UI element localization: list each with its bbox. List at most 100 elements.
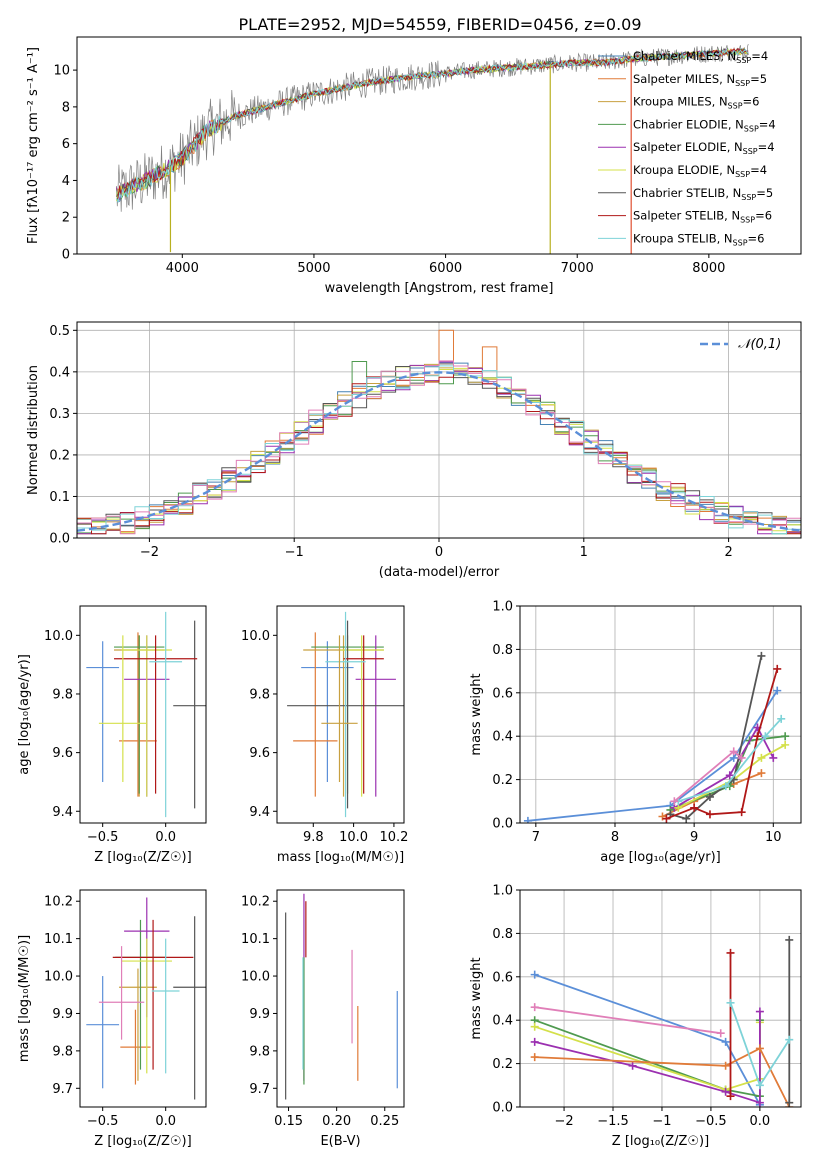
spectrum-frame: 4000 5000 6000 7000 8000 0 2 4 6 8 10 wavelength [A… <box>26 36 802 296</box>
spectrum-xtick-label: 5000 <box>297 261 330 276</box>
weight_vs_age-point-marker <box>670 797 679 806</box>
mass_vs_Z-ytick-label: 9.9 <box>52 1007 73 1022</box>
weight_vs_age-point-marker <box>753 732 762 741</box>
weight_vs_Z-ytick-label: 0.2 <box>492 1057 513 1072</box>
weight_vs_age-point-marker <box>705 792 714 801</box>
weight_vs_age-point-marker <box>757 753 766 762</box>
weight_vs_Z-point-marker <box>716 1029 725 1038</box>
weight_vs_age-point-marker <box>777 714 786 723</box>
residuals-xtick-label: −1 <box>285 545 304 560</box>
weight_vs_age-series-line <box>677 744 786 809</box>
mass_vs_EBV-xtick-label: 0.15 <box>274 1114 303 1129</box>
weight_vs_Z-point-marker <box>628 1061 637 1070</box>
mass_vs_EBV-xlabel: E(B-V) <box>320 1134 360 1149</box>
mass_vs_EBV-ytick-label: 9.8 <box>249 1044 270 1059</box>
spectrum-legend-label: Salpeter ELODIE, NSSP=4 <box>633 140 775 156</box>
weight_vs_Z-point-marker <box>721 1087 730 1096</box>
weight_vs_age-series-line <box>678 718 782 803</box>
spectrum-xtick-label: 7000 <box>561 261 594 276</box>
age_vs_mass-ytick-label: 9.6 <box>249 746 270 761</box>
residuals-plot <box>77 329 801 535</box>
spectrum-legend-label: Kroupa MILES, NSSP=6 <box>633 95 759 111</box>
weight_vs_Z-ytick-label: 0.4 <box>492 1014 513 1029</box>
age_vs_mass-spines <box>276 605 405 824</box>
weight_vs_age-series-line <box>666 668 779 820</box>
weight_vs_age-spines <box>519 605 802 824</box>
weight_vs_Z-frame: −2 −1.5 −1 −0.5 0.0 0.0 0.2 0.4 0.6 0.8 1.0 Z [log₁… <box>469 884 802 1149</box>
residuals-legend-label: 𝒩(0,1) <box>738 337 781 352</box>
weight_vs_age-ytick-label: 0.8 <box>492 643 513 658</box>
age_vs_mass-xtick-label: 9.8 <box>303 830 324 845</box>
weight_vs_age-series-line <box>673 725 775 809</box>
age_vs_mass-ytick-label: 9.8 <box>249 687 270 702</box>
age_vs_Z-ytick-label: 10.0 <box>44 629 73 644</box>
weight_vs_Z-point-marker <box>726 1092 735 1101</box>
age_vs_Z-frame: −0.5 0.0 9.4 9.6 9.8 10.0 Z [log₁₀(Z/Z☉)] age [… <box>17 605 207 865</box>
spectrum-ytick-label: 8 <box>62 100 70 115</box>
weight_vs_age-point-marker <box>773 686 782 695</box>
residuals-xlabel: (data-model)/error <box>379 565 500 580</box>
spectrum-legend-label: Kroupa ELODIE, NSSP=4 <box>633 163 767 179</box>
weight_vs_Z-point-marker <box>530 1022 539 1031</box>
weight_vs_Z-xtick-label: −2 <box>554 1114 573 1129</box>
mass_vs_Z-ytick-label: 9.7 <box>52 1082 73 1097</box>
age_vs_Z-xlabel: Z [log₁₀(Z/Z☉)] <box>94 850 191 865</box>
weight_vs_age-xtick-label: 9 <box>690 830 698 845</box>
weight_vs_Z-spines <box>519 889 802 1108</box>
spectrum-legend-label: Chabrier MILES, NSSP=4 <box>633 49 768 65</box>
mass_vs_EBV-frame: 0.15 0.20 0.25 9.7 9.8 9.9 10.0 10.1 10.2 E(B-V) <box>241 889 405 1149</box>
weight_vs_Z-point-marker <box>785 935 794 944</box>
weight_vs_Z-point-marker <box>530 1053 539 1062</box>
weight_vs_age-ytick-label: 0.4 <box>492 730 513 745</box>
mass_vs_EBV-ytick-label: 10.2 <box>241 895 270 910</box>
weight_vs_Z-xtick-label: −1.5 <box>597 1114 629 1129</box>
weight_vs_age-plot <box>523 651 790 823</box>
weight_vs_Z-point-marker <box>726 998 735 1007</box>
weight_vs_age-ytick-label: 0.6 <box>492 686 513 701</box>
weight_vs_age-point-marker <box>761 732 770 741</box>
spectrum-ytick-label: 10 <box>53 64 70 79</box>
residuals-ytick-label: 0.3 <box>49 407 70 422</box>
mass_vs_EBV-spines <box>276 889 405 1108</box>
mass_vs_Z-ytick-label: 10.0 <box>44 970 73 985</box>
spectrum-xtick-label: 4000 <box>166 261 199 276</box>
spectrum-xlabel: wavelength [Angstrom, rest frame] <box>325 281 554 296</box>
weight_vs_age-point-marker <box>757 769 766 778</box>
spectrum-model-line <box>116 48 749 203</box>
spectrum-legend-label: Chabrier ELODIE, NSSP=4 <box>633 117 776 133</box>
figure-title: PLATE=2952, MJD=54559, FIBERID=0456, z=0… <box>238 15 641 34</box>
mass_vs_EBV-ytick-label: 9.9 <box>249 1007 270 1022</box>
weight_vs_Z-xtick-label: −0.5 <box>695 1114 727 1129</box>
spectrum-legend-label: Kroupa STELIB, NSSP=6 <box>633 231 764 247</box>
weight_vs_Z-ylabel: mass weight <box>469 957 484 1039</box>
mass_vs_Z-ytick-label: 10.2 <box>44 895 73 910</box>
residuals-ytick-label: 0.1 <box>49 490 70 505</box>
age_vs_mass-ytick-label: 10.0 <box>241 629 270 644</box>
weight_vs_Z-series-line <box>534 1047 791 1107</box>
weight_vs_age-series-line <box>670 735 786 811</box>
weight_vs_Z-point-marker <box>785 1035 794 1044</box>
mass_vs_Z-spines <box>79 889 207 1108</box>
residual-histogram-step <box>77 371 801 535</box>
residuals-xtick-label: 1 <box>580 545 588 560</box>
weight_vs_Z-xtick-label: −1 <box>652 1114 671 1129</box>
mass_vs_EBV-ytick-label: 9.7 <box>249 1082 270 1097</box>
weight_vs_Z-point-marker <box>755 1044 764 1053</box>
mass_vs_Z-xtick-label: −0.5 <box>87 1114 119 1129</box>
residuals-xtick-label: 0 <box>435 545 443 560</box>
weight_vs_age-point-marker <box>682 814 691 823</box>
weight_vs_age-axes <box>520 605 801 824</box>
residuals-ytick-label: 0.4 <box>49 365 70 380</box>
weight_vs_Z-point-marker <box>721 1037 730 1046</box>
weight_vs_Z-point-marker <box>755 1098 764 1107</box>
mass_vs_EBV-ytick-label: 10.0 <box>241 970 270 985</box>
age_vs_Z-spines <box>79 605 207 824</box>
weight_vs_Z-ytick-label: 0.8 <box>492 927 513 942</box>
weight_vs_age-point-marker <box>721 782 730 791</box>
mass_vs_EBV-ytick-label: 10.1 <box>241 932 270 947</box>
age_vs_Z-ytick-label: 9.4 <box>52 805 73 820</box>
residuals-ytick-label: 0.0 <box>49 532 70 547</box>
weight_vs_age-ytick-label: 1.0 <box>492 600 513 615</box>
weight_vs_Z-point-marker <box>726 948 735 957</box>
